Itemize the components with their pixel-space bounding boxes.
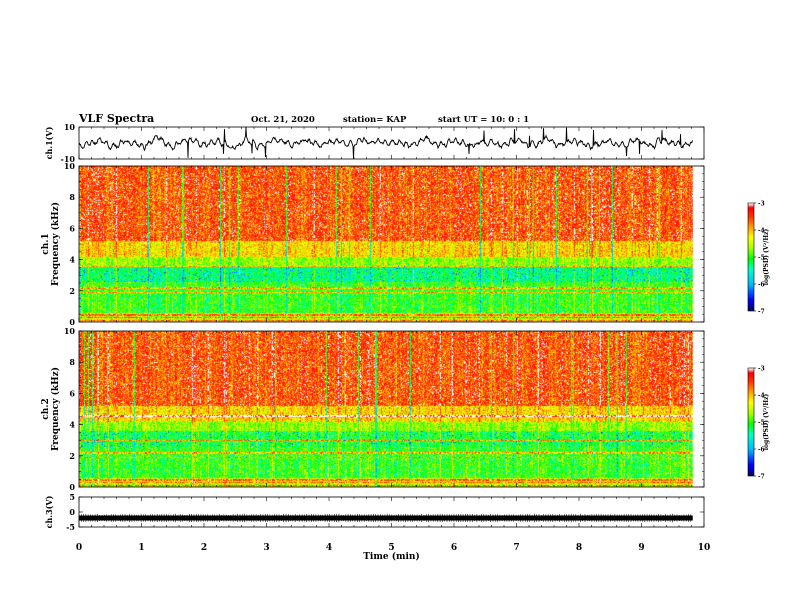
ch1-freq-y-tick-label: 10	[64, 161, 76, 171]
ch1-freq-y-tick-label: 8	[69, 192, 75, 202]
colorbar-ch1-tick: -7	[758, 309, 765, 316]
x-tick-label: 2	[201, 543, 207, 553]
ch2-freq-y-tick-label: 2	[69, 451, 75, 461]
x-tick-label: 4	[326, 543, 332, 553]
ch2-freq-y-tick-label: 10	[64, 326, 76, 336]
ch2-spectrogram-ylabel-line2: Frequency (kHz)	[50, 367, 61, 451]
colorbar-ch2-label: log(PSD) (V²/Hz)	[763, 394, 770, 451]
ch1-wave-y-tick-label: -10	[61, 154, 76, 164]
spectrogram-images	[79, 166, 754, 487]
ch2-freq-y-tick-label: 8	[69, 357, 75, 367]
colorbar-ch2-tick: -5	[758, 420, 765, 427]
x-axis-label: Time (min)	[363, 551, 420, 562]
x-tick-label: 3	[263, 543, 269, 553]
waveform-ch1-trace	[78, 126, 693, 159]
colorbar-ch1-label: log(PSD) (V²/Hz)	[763, 229, 770, 286]
start-time-label: start UT = 10: 0 : 1	[438, 115, 530, 125]
colorbar-ch2-tick: -7	[758, 474, 765, 481]
axis-labels: -3 -4 -5 -6 -7 log(PSD) (V²/Hz) -3 -4 -5 -6 -7 log(…	[41, 122, 770, 562]
colorbar-ch1	[748, 203, 754, 311]
ch2-spectrogram-ylabel-line1: ch.2	[41, 398, 51, 419]
colorbar-ch2-tick: -6	[758, 447, 765, 454]
ch1-freq-y-tick-label: 6	[69, 223, 75, 233]
ch2-freq-y-tick-label: 4	[69, 420, 75, 430]
colorbar-ch1-tick: -4	[758, 228, 765, 235]
colorbar-ch1-tick: -6	[758, 282, 765, 289]
ch3-wave-y-tick-label: 0	[69, 507, 75, 517]
spectrogram-ch1	[79, 166, 693, 322]
x-tick-label: 8	[576, 543, 582, 553]
x-tick-label: 6	[451, 543, 457, 553]
axes-ch1-waveform	[78, 126, 705, 160]
ch1-freq-y-tick-label: 2	[69, 286, 75, 296]
ch1-spectrogram-ylabel-line2: Frequency (kHz)	[50, 202, 61, 286]
x-tick-label: 0	[76, 543, 82, 553]
colorbar-ch2-tick: -3	[758, 366, 765, 373]
colorbar-ch1-tick: -3	[758, 201, 765, 208]
colorbar-ch1-tick: -5	[758, 255, 765, 262]
colorbar-ch2-tick: -4	[758, 393, 765, 400]
x-tick-label: 10	[698, 543, 711, 553]
ch2-freq-y-tick-label: 6	[69, 388, 75, 398]
date-label: Oct. 21, 2020	[251, 115, 315, 125]
ch1-freq-y-tick-label: 4	[69, 255, 75, 265]
ch3-waveform-ylabel: ch.3(V)	[44, 495, 54, 528]
ch1-spectrogram-ylabel-line1: ch.1	[41, 233, 51, 254]
waveform-ch3-trace	[79, 515, 693, 521]
ch1-freq-y-tick-label: 0	[69, 317, 75, 327]
x-tick-label: 5	[388, 543, 394, 553]
spectrogram-ch2	[79, 331, 693, 487]
chart-title: VLF Spectra	[79, 112, 155, 125]
x-tick-label: 9	[638, 543, 644, 553]
ch1-wave-y-tick-label: 10	[64, 122, 76, 132]
axes	[78, 126, 756, 528]
ch1-waveform-ylabel: ch.1(V)	[44, 126, 54, 159]
colorbar-ch2	[748, 368, 754, 476]
x-tick-label: 7	[513, 543, 519, 553]
ch3-wave-y-tick-label: -5	[66, 522, 75, 532]
station-label: station= KAP	[343, 115, 407, 125]
axes-ch3-waveform	[78, 496, 705, 528]
ch2-freq-y-tick-label: 0	[69, 482, 75, 492]
x-tick-label: 1	[138, 543, 144, 553]
ch3-wave-y-tick-label: 5	[69, 492, 75, 502]
